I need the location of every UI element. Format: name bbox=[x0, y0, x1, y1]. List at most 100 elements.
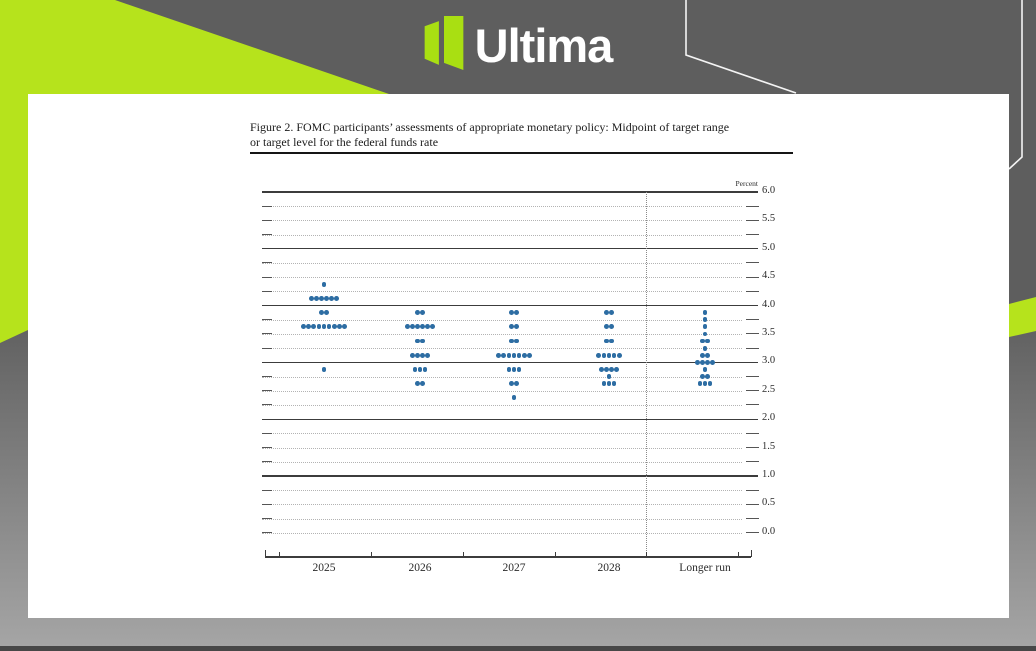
projection-dot bbox=[496, 352, 502, 358]
projection-dot bbox=[697, 381, 703, 387]
projection-dot bbox=[516, 367, 522, 372]
x-axis-tick bbox=[738, 552, 740, 557]
right-tick-dash bbox=[746, 532, 759, 534]
green-sliver-right bbox=[1009, 297, 1036, 337]
right-tick-dash bbox=[746, 390, 759, 392]
dot-plot-chart: 0.0 0.5 1.0 1.5 2.0 2.5 3.0 3.5 4.0 4.5 5.0 5.5 6.0 P… bbox=[28, 94, 1009, 618]
projection-dot bbox=[415, 381, 420, 387]
dotted-gridline bbox=[262, 433, 742, 435]
y-tick-label: 3.5 bbox=[762, 326, 776, 338]
projection-dot bbox=[707, 381, 713, 387]
projection-dot bbox=[606, 381, 612, 387]
projection-dot bbox=[319, 310, 324, 316]
projection-dot bbox=[301, 324, 306, 330]
y-tick-label: 3.0 bbox=[762, 355, 776, 367]
right-tick-dash bbox=[746, 376, 759, 378]
projection-dot bbox=[506, 367, 512, 372]
projection-dot bbox=[342, 324, 347, 330]
projection-dot bbox=[609, 338, 614, 344]
x-category-label: 2028 bbox=[597, 562, 621, 574]
projection-dot bbox=[306, 324, 312, 330]
left-tick-dash bbox=[262, 290, 272, 292]
left-tick-dash bbox=[262, 503, 272, 505]
y-tick-label: 0.5 bbox=[762, 497, 776, 509]
x-axis-tick bbox=[463, 552, 465, 557]
figure-title: Figure 2. FOMC participants’ assessments… bbox=[250, 120, 830, 149]
dotted-gridline bbox=[262, 376, 742, 378]
green-wedge-top-left bbox=[0, 0, 389, 343]
projection-dot bbox=[694, 359, 700, 365]
x-category-label: 2026 bbox=[408, 562, 432, 574]
projection-dot bbox=[324, 296, 329, 301]
white-outline-left bbox=[685, 0, 797, 94]
projection-dot bbox=[321, 324, 327, 330]
dotted-gridline bbox=[262, 518, 742, 520]
projection-dot bbox=[596, 352, 602, 358]
x-category-label: 2027 bbox=[502, 562, 526, 574]
figure-title-line2: or target level for the federal funds ra… bbox=[250, 134, 439, 149]
projection-dot bbox=[509, 381, 514, 387]
projection-dot bbox=[506, 352, 512, 358]
projection-dot bbox=[417, 367, 423, 372]
projection-dot bbox=[409, 324, 415, 330]
y-tick-label: 2.0 bbox=[762, 412, 776, 424]
dotted-gridline bbox=[262, 532, 742, 534]
projection-dot bbox=[329, 296, 335, 301]
projection-dot bbox=[601, 352, 607, 358]
x-axis-line bbox=[265, 556, 751, 558]
x-category-label: Longer run bbox=[679, 562, 731, 574]
right-tick-dash bbox=[746, 489, 759, 491]
percent-label: Percent bbox=[735, 179, 759, 188]
projection-dot bbox=[516, 352, 522, 358]
projection-dot bbox=[705, 374, 710, 379]
right-tick-dash bbox=[746, 503, 759, 505]
left-tick-dash bbox=[262, 404, 272, 406]
left-tick-dash bbox=[262, 461, 272, 463]
right-tick-dash bbox=[746, 518, 759, 519]
right-tick-dash bbox=[746, 333, 759, 335]
y-tick-label: 4.0 bbox=[762, 298, 776, 310]
projection-dot bbox=[316, 324, 322, 330]
projection-dot bbox=[430, 324, 436, 330]
figure-title-line1: Figure 2. FOMC participants’ assessments… bbox=[250, 120, 730, 134]
projection-dot bbox=[700, 338, 705, 344]
projection-dot bbox=[611, 352, 617, 358]
projection-dot bbox=[321, 281, 327, 287]
dotted-gridline bbox=[262, 234, 742, 236]
right-tick-dash bbox=[746, 347, 759, 349]
projection-dot bbox=[415, 352, 420, 358]
projection-dot bbox=[425, 324, 431, 330]
x-axis-tick bbox=[279, 552, 281, 557]
dotted-gridline bbox=[262, 291, 742, 293]
dotted-gridline bbox=[262, 404, 742, 406]
projection-dot bbox=[514, 310, 519, 316]
right-tick-dash bbox=[746, 219, 759, 221]
projection-dot bbox=[604, 310, 609, 316]
projection-dot bbox=[611, 381, 617, 387]
projection-dot bbox=[702, 381, 708, 387]
y-tick-label: 4.5 bbox=[762, 270, 776, 282]
projection-dot bbox=[409, 352, 415, 358]
projection-dot bbox=[702, 310, 708, 316]
projection-dot bbox=[702, 331, 708, 337]
projection-dot bbox=[614, 367, 620, 372]
projection-dot bbox=[700, 374, 705, 379]
projection-dot bbox=[604, 367, 609, 372]
left-tick-dash bbox=[262, 205, 272, 207]
right-tick-dash bbox=[746, 461, 759, 463]
left-tick-dash bbox=[262, 447, 272, 449]
solid-gridline bbox=[262, 304, 758, 307]
left-tick-dash bbox=[262, 390, 272, 392]
left-tick-dash bbox=[262, 489, 272, 491]
left-tick-dash bbox=[262, 262, 272, 264]
projection-dot bbox=[710, 359, 716, 365]
left-tick-dash bbox=[262, 518, 272, 519]
projection-dot bbox=[412, 367, 418, 372]
brand-name: Ultima bbox=[474, 18, 614, 72]
dotted-gridline bbox=[262, 490, 742, 492]
projection-dot bbox=[606, 352, 612, 358]
projection-dot bbox=[700, 359, 705, 365]
projection-dot bbox=[313, 296, 319, 301]
projection-dot bbox=[509, 324, 514, 330]
